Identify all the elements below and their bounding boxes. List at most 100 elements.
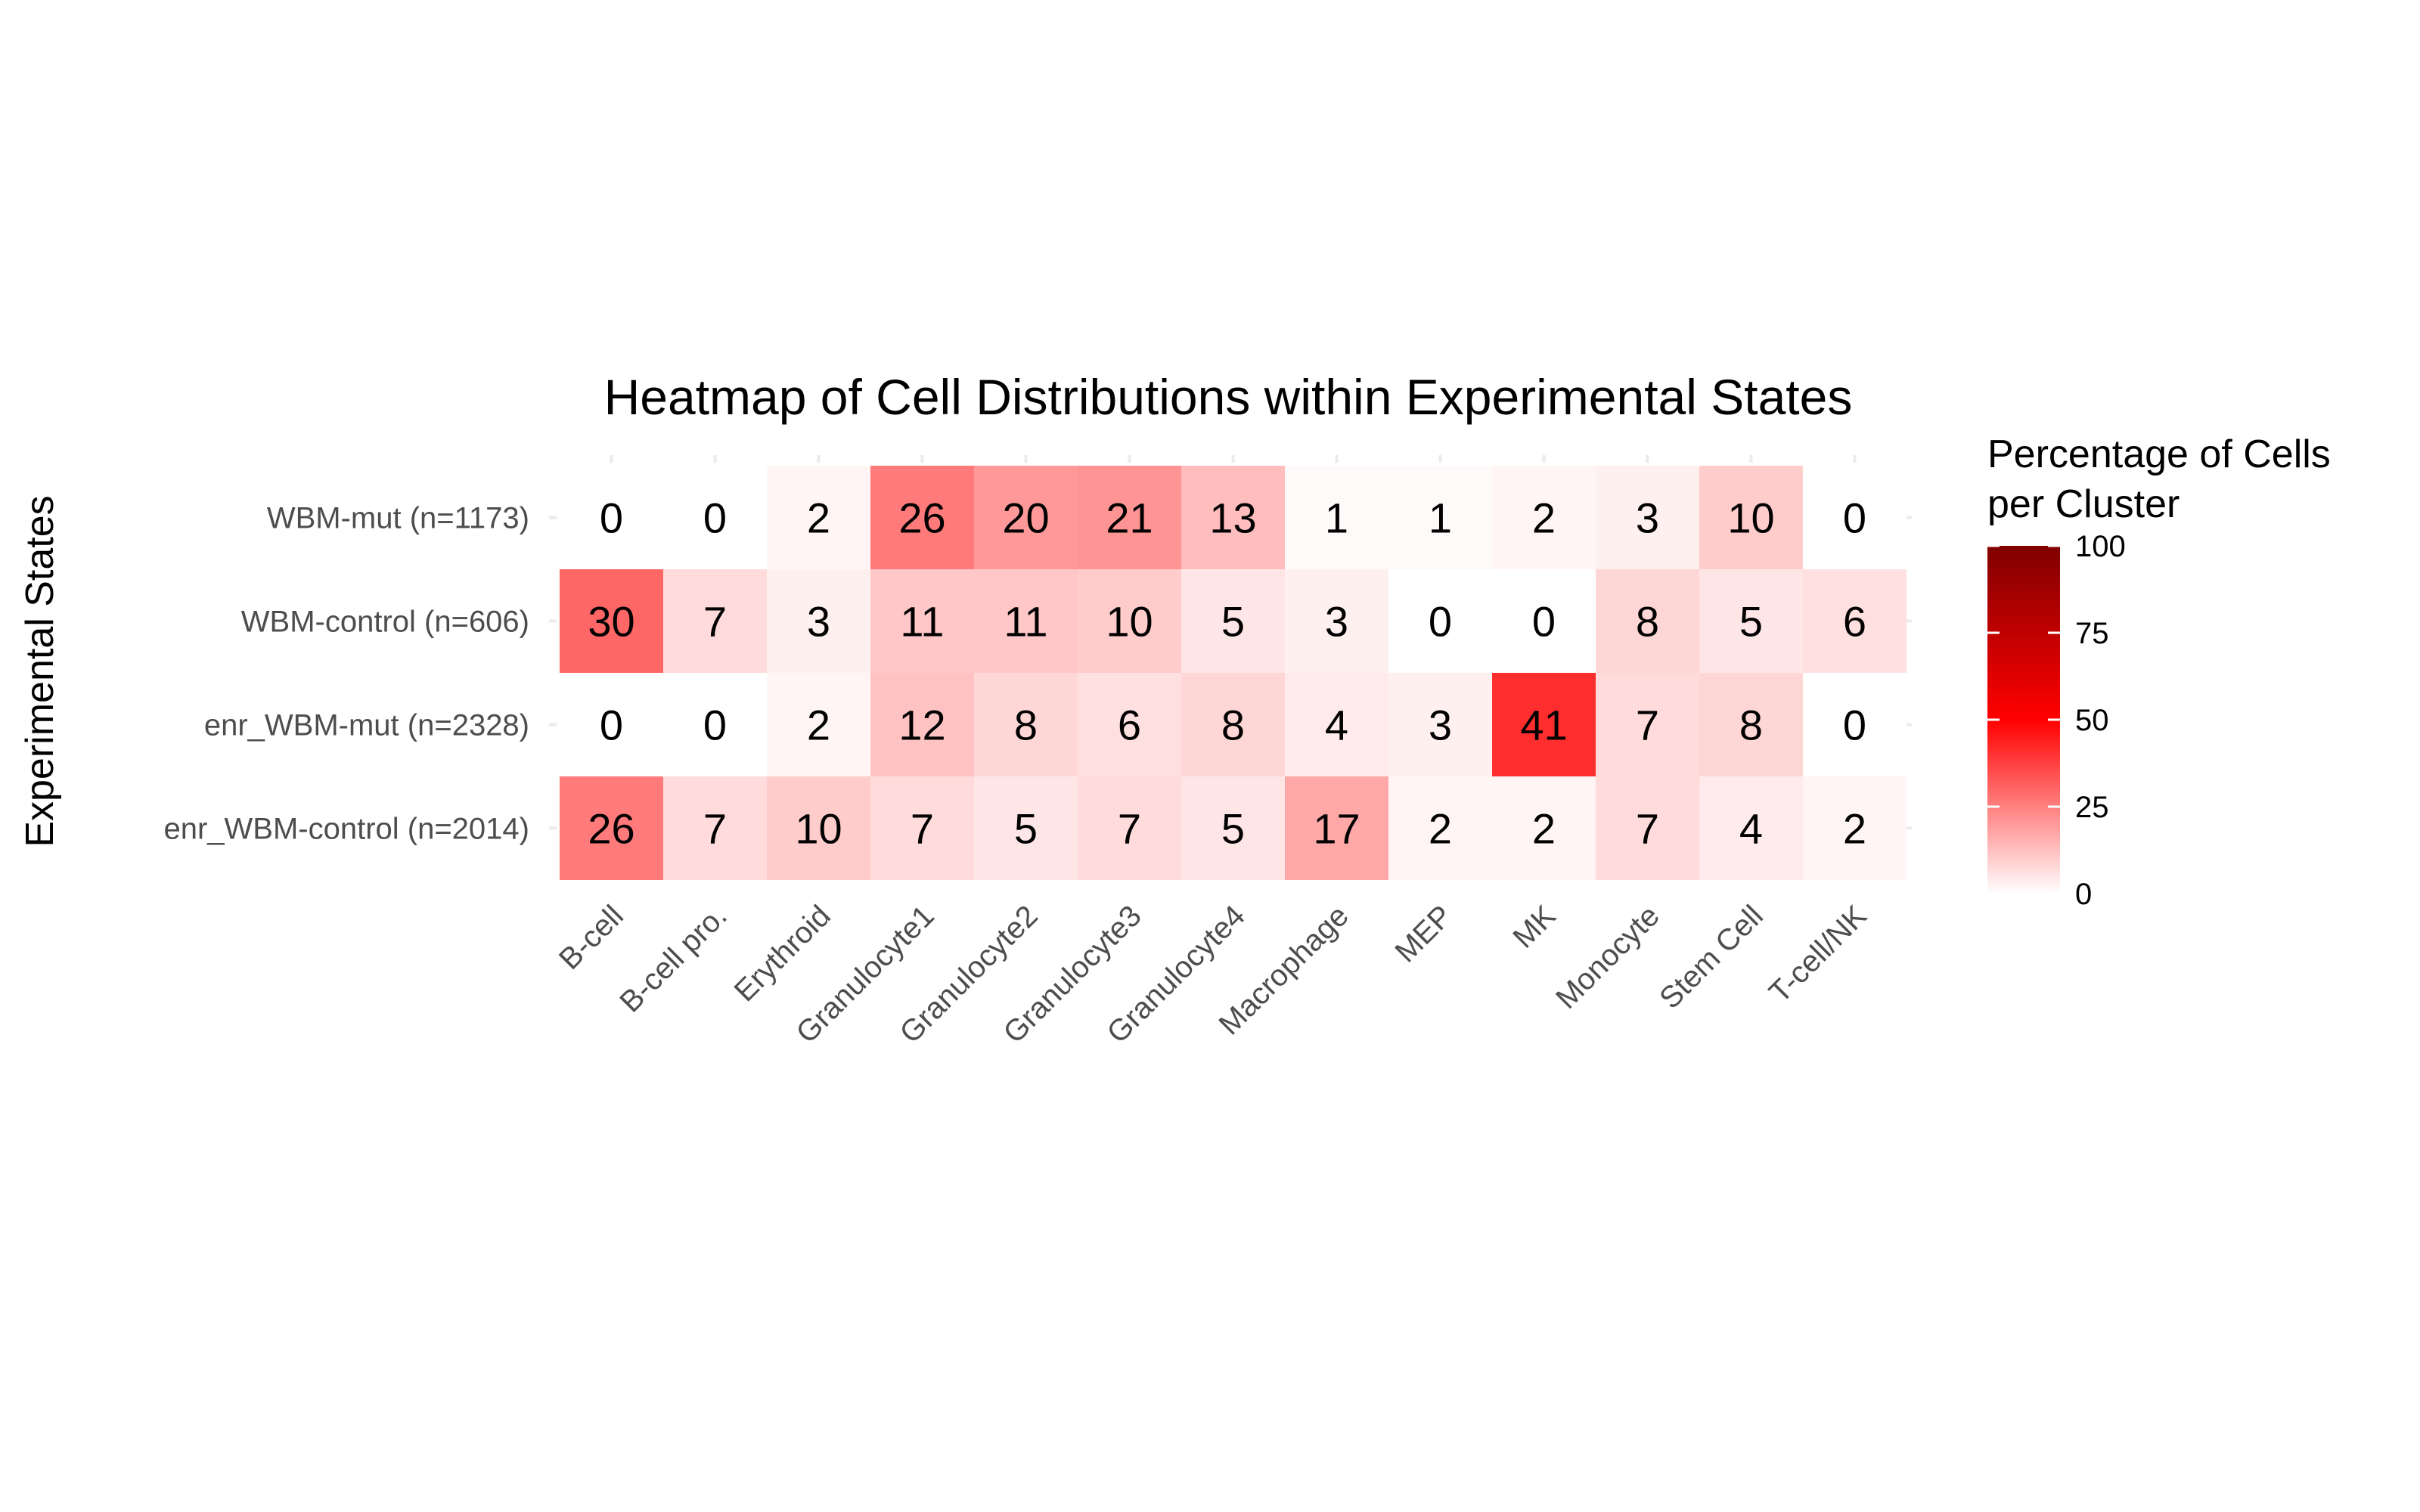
cell-value-label: 8 [1739,702,1763,749]
heatmap-cell [1078,569,1181,673]
x-tick-label: Stem Cell [1653,899,1770,1015]
cell-value-label: 2 [807,702,830,749]
x-tick-label: Monocyte [1550,899,1666,1015]
heatmap-cell [1285,569,1388,673]
heatmap-cell [1078,673,1181,776]
heatmap-cell [1803,569,1907,673]
legend-tick-label: 75 [2075,617,2109,650]
cell-value-label: 26 [588,805,634,853]
legend-title-line2: per Cluster [1987,482,2180,526]
heatmap-cells [560,466,1907,880]
legend-title-line1: Percentage of Cells [1987,432,2331,476]
heatmap-cell [870,569,974,673]
heatmap-cell [870,776,974,880]
legend-tick-label: 100 [2075,530,2126,563]
y-tick-label: WBM-mut (n=1173) [267,502,529,535]
heatmap-cell [663,466,767,569]
x-tick-label: B-cell [553,899,630,976]
cell-value-label: 5 [1014,805,1038,853]
cell-value-label: 7 [1118,805,1141,853]
heatmap-cell [974,569,1078,673]
heatmap-cell [870,466,974,569]
cell-value-label: 2 [1429,805,1452,853]
heatmap-cell [1078,776,1181,880]
legend-tick-label: 25 [2075,791,2109,824]
cell-value-label: 0 [1843,494,1866,542]
cell-value-label: 7 [911,805,934,853]
x-tick-label: B-cell pro. [613,899,733,1018]
cell-value-label: 8 [1221,702,1245,749]
cell-value-label: 7 [1636,702,1659,749]
cell-value-label: 21 [1106,494,1153,542]
cell-value-label: 0 [600,494,623,542]
cell-value-label: 2 [1532,494,1556,542]
heatmap-cell [1596,466,1699,569]
y-axis-ticks: WBM-mut (n=1173) WBM-control (n=606) enr_W… [163,502,529,846]
heatmap-cell [560,776,663,880]
heatmap-cell [1285,776,1388,880]
cell-value-label: 5 [1221,598,1245,646]
heatmap-cell [1596,569,1699,673]
heatmap-cell [1388,569,1492,673]
cell-value-label: 2 [1843,805,1866,853]
cell-value-label: 3 [1429,702,1452,749]
heatmap-cell [1388,776,1492,880]
cell-value-label: 0 [703,494,727,542]
cell-value-label: 5 [1739,598,1763,646]
heatmap-cell [767,569,870,673]
heatmap-cell [560,466,663,569]
heatmap-cell [1181,776,1285,880]
heatmap-cell [560,673,663,776]
heatmap-cell [1803,466,1907,569]
heatmap-cell [1181,466,1285,569]
cell-value-label: 2 [807,494,830,542]
heatmap-cell [1803,673,1907,776]
cell-value-label: 2 [1532,805,1556,853]
heatmap-cell [974,776,1078,880]
x-tick-label: MEP [1388,899,1458,968]
heatmap-cell [1699,673,1803,776]
y-tick-label: enr_WBM-control (n=2014) [163,813,529,846]
heatmap-cell [1285,673,1388,776]
heatmap-cell [1181,569,1285,673]
heatmap-cell [663,569,767,673]
cell-value-label: 5 [1221,805,1245,853]
cell-value-label: 3 [1636,494,1659,542]
cell-value-label: 12 [898,702,945,749]
cell-value-label: 7 [703,598,727,646]
cell-value-label: 11 [1004,598,1047,646]
cell-value-label: 17 [1313,805,1360,853]
cell-value-label: 7 [703,805,727,853]
cell-value-label: 1 [1429,494,1452,542]
cell-value-label: 8 [1636,598,1659,646]
heatmap-cell [1492,569,1596,673]
heatmap-cell [974,466,1078,569]
legend-tick-label: 0 [2075,878,2092,911]
x-tick-label: T-cell/NK [1763,899,1873,1009]
cell-value-label: 6 [1118,702,1141,749]
cell-value-label: 0 [600,702,623,749]
cell-value-label: 8 [1014,702,1038,749]
heatmap-cell [1492,673,1596,776]
cell-value-label: 1 [1325,494,1348,542]
heatmap-cell [1699,466,1803,569]
heatmap-cell [663,776,767,880]
cell-value-label: 3 [1325,598,1348,646]
legend-tick-label: 50 [2075,704,2109,737]
heatmap-cell [663,673,767,776]
heatmap-cell [974,673,1078,776]
heatmap-cell [1596,776,1699,880]
heatmap-cell [1492,466,1596,569]
cell-value-label: 0 [1429,598,1452,646]
cell-value-label: 41 [1520,702,1567,749]
cell-value-label: 10 [795,805,842,853]
cell-value-label: 11 [900,598,944,646]
x-tick-label: Erythroid [728,899,837,1008]
heatmap-cell [1181,673,1285,776]
heatmap-cell [1803,776,1907,880]
cell-value-label: 3 [807,598,830,646]
heatmap-cell [1596,673,1699,776]
heatmap-cell [1285,466,1388,569]
cell-value-label: 26 [898,494,945,542]
